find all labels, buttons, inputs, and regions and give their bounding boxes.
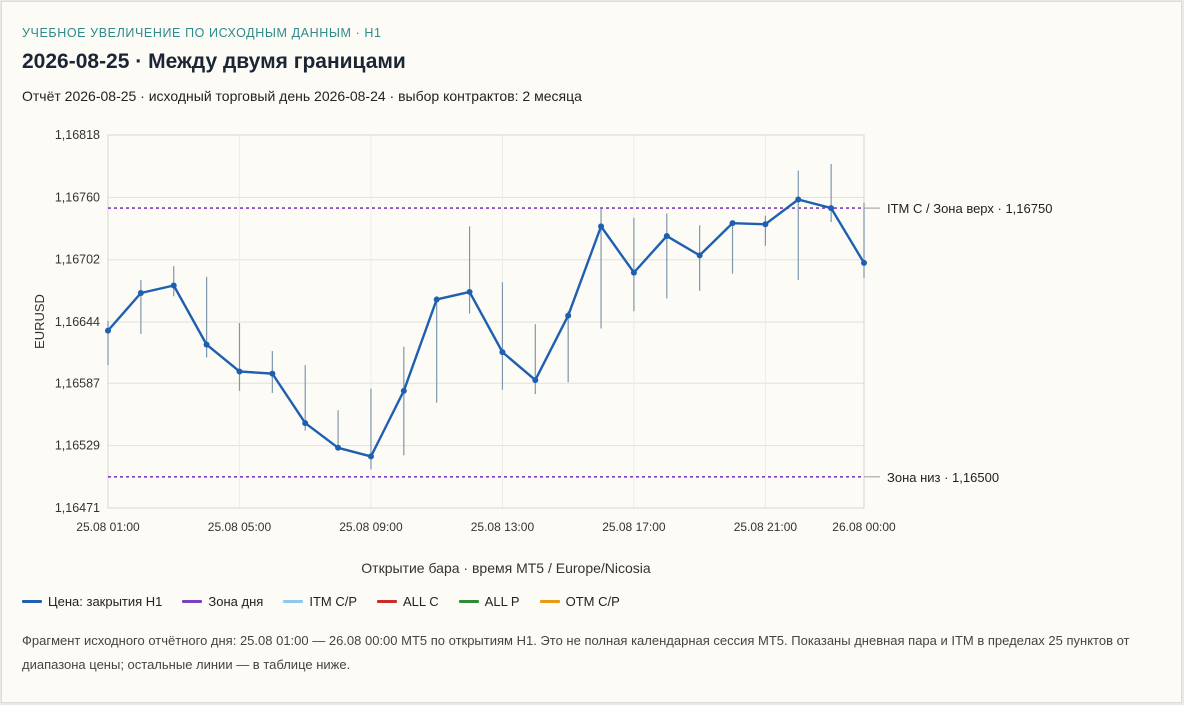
x-tick-label: 25.08 09:00 (339, 520, 403, 534)
legend-item[interactable]: ITM C/P (283, 594, 357, 609)
close-point (335, 444, 342, 451)
legend-swatch (539, 600, 560, 603)
close-point (861, 259, 867, 266)
legend-label: ITM C/P (309, 594, 358, 609)
legend-swatch (283, 600, 304, 603)
close-point (663, 233, 670, 240)
x-tick-label: 25.08 05:00 (208, 520, 272, 534)
x-tick-label: 25.08 21:00 (734, 520, 798, 534)
legend-label: OTM C/P (565, 594, 620, 609)
y-tick-label: 1,16471 (55, 501, 100, 515)
close-price-line (107, 198, 866, 458)
close-point (696, 252, 703, 259)
legend-swatch (182, 600, 203, 603)
close-point (105, 327, 111, 334)
close-point (302, 420, 309, 427)
legend-item[interactable]: ALL C (377, 594, 439, 609)
close-point (565, 312, 572, 319)
close-point (795, 196, 802, 203)
close-point (828, 205, 835, 212)
x-tick-label: 26.08 00:00 (832, 520, 896, 534)
close-point (203, 341, 210, 348)
y-axis-label: EURUSD (32, 294, 47, 349)
legend-swatch (22, 600, 42, 603)
x-tick-label: 25.08 13:00 (471, 520, 535, 534)
reference-label: ITM C / Зона верх · 1,16750 (887, 201, 1052, 216)
close-point (137, 290, 144, 297)
legend-label: Цена: закрытия H1 (48, 594, 163, 609)
y-tick-label: 1,16644 (55, 315, 100, 329)
close-point (236, 368, 243, 375)
y-tick-label: 1,16529 (55, 439, 100, 453)
legend-item[interactable]: ALL P (458, 594, 520, 609)
page-subtitle: Отчёт 2026-08-25 · исходный торговый ден… (22, 88, 582, 104)
close-point (532, 377, 539, 384)
legend-label: ALL P (484, 594, 520, 609)
chart-legend: Цена: закрытия H1 Зона дня ITM C/P ALL C ALL… (22, 594, 620, 609)
legend-item[interactable]: Цена: закрытия H1 (22, 594, 162, 609)
price-chart: 1,16818 1,16760 1,16702 1,16644 1,16587 1,165… (32, 128, 1052, 576)
footnote: Фрагмент исходного отчётного дня: 25.08 … (22, 633, 1130, 672)
x-axis-label: Открытие бара · время MT5 / Europe/Nicos… (361, 560, 651, 576)
close-point (367, 453, 374, 460)
legend-label: ALL C (403, 594, 439, 609)
x-tick-label: 25.08 01:00 (76, 520, 140, 534)
close-point (598, 223, 605, 230)
close-point (170, 282, 177, 289)
legend-item[interactable]: Зона дня (182, 594, 263, 609)
close-point (630, 269, 637, 276)
legend-swatch (458, 600, 479, 603)
legend-item[interactable]: OTM C/P (539, 594, 620, 609)
close-point (499, 349, 506, 356)
y-tick-label: 1,16587 (55, 376, 100, 390)
close-point (433, 296, 440, 303)
reference-label: Зона низ · 1,16500 (887, 470, 999, 485)
y-tick-label: 1,16702 (55, 253, 100, 267)
page-title: 2026-08-25 · Между двумя границами (22, 50, 406, 73)
y-tick-label: 1,16760 (55, 190, 100, 204)
close-point (729, 220, 736, 227)
close-point (762, 221, 769, 228)
legend-label: Зона дня (208, 594, 264, 609)
y-tick-label: 1,16818 (55, 128, 100, 142)
x-tick-label: 25.08 17:00 (602, 520, 666, 534)
close-point (269, 370, 276, 377)
close-point (466, 288, 473, 295)
close-point (400, 387, 407, 394)
eyebrow-label: УЧЕБНОЕ УВЕЛИЧЕНИЕ ПО ИСХОДНЫМ ДАННЫМ · … (22, 26, 382, 40)
legend-swatch (377, 600, 398, 603)
